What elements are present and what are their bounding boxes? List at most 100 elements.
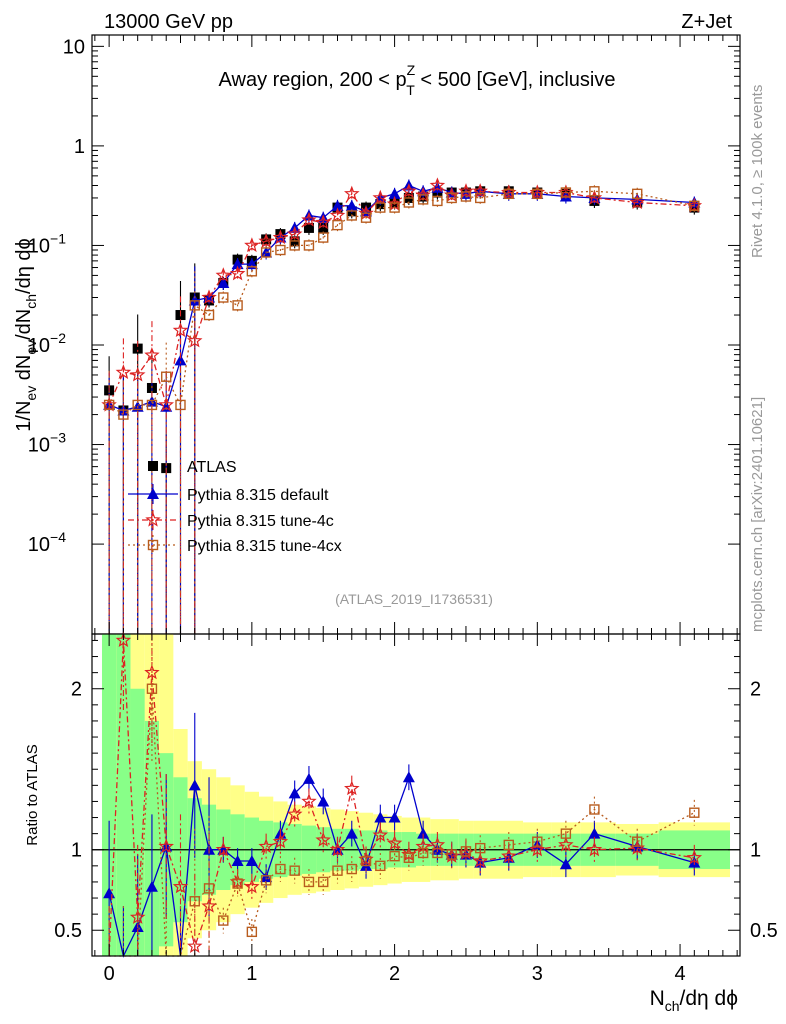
x-tick-label: 4 — [674, 963, 685, 985]
top-y-axis-label: 1/Nev dNev/dNch/dη dϕ — [13, 238, 39, 431]
xlabel-b: /dη dϕ — [680, 987, 738, 1010]
ratio-point — [375, 860, 386, 872]
ratio-point — [472, 852, 488, 868]
ratio-point — [245, 855, 258, 867]
ratio-y-tick-label-right: 0.5 — [750, 920, 778, 942]
ratio-point — [188, 779, 201, 791]
data-point — [203, 309, 215, 321]
ratio-point — [246, 926, 258, 938]
data-point — [332, 219, 343, 231]
ratio-y-tick-label-right: 2 — [750, 679, 761, 701]
data-point — [132, 399, 143, 411]
data-point — [146, 399, 158, 411]
data-point — [172, 322, 189, 338]
top-y-tick-exponent: −1 — [50, 230, 66, 246]
ratio-point — [589, 804, 600, 815]
ratio-point — [475, 842, 486, 854]
data-point — [218, 292, 229, 303]
data-point — [388, 187, 401, 199]
data-point — [460, 191, 472, 202]
main-panel-content — [101, 177, 703, 634]
ratio-point — [372, 827, 389, 842]
ratio-point — [286, 806, 303, 821]
legend-label: Pythia 8.315 default — [187, 487, 329, 504]
top-y-tick-exponent: −3 — [50, 430, 66, 446]
ratio-panel: 0 1 2 3 4 0.5 0.5 1 1 2 2 Ratio to ATLAS — [24, 632, 778, 985]
ratio-point — [301, 793, 317, 809]
data-point — [289, 240, 300, 251]
legend-label: Pythia 8.315 tune-4c — [187, 513, 334, 530]
data-point — [417, 194, 429, 205]
x-tick-label: 0 — [104, 963, 115, 985]
ratio-point — [129, 909, 146, 924]
series-line-3 — [108, 190, 695, 416]
header-right: Z+Jet — [681, 11, 732, 33]
top-ylabel-c: /dN — [13, 309, 35, 340]
ratio-point — [460, 846, 472, 857]
data-point — [329, 207, 346, 223]
mcplots-label: mcplots.cern.ch [arXiv:2401.10621] — [749, 397, 766, 632]
legend-marker — [147, 488, 159, 499]
ratio-point — [415, 838, 431, 854]
ratio-point — [231, 855, 244, 867]
x-axis-label: Nch/dη dϕ — [650, 987, 738, 1014]
ratio-point — [501, 848, 517, 863]
data-point — [318, 232, 329, 243]
ratio-point — [203, 883, 215, 894]
ratio-y-tick-label: 2 — [71, 679, 82, 701]
data-point — [132, 343, 143, 354]
data-point — [201, 289, 217, 305]
ratio-point — [417, 847, 429, 859]
data-point — [260, 247, 272, 258]
data-point — [275, 244, 286, 256]
ratio-point — [689, 807, 700, 818]
ratio-panel-axis: 0 1 2 3 4 0.5 0.5 1 1 2 2 — [54, 634, 778, 985]
data-point — [360, 212, 372, 223]
data-point — [303, 222, 314, 233]
ratio-point — [429, 836, 446, 852]
data-point — [144, 347, 160, 362]
data-point — [372, 189, 389, 205]
ratio-point — [388, 811, 401, 823]
data-point — [345, 199, 358, 211]
ratio-panel-frame — [91, 633, 741, 957]
x-tick-label: 1 — [246, 963, 257, 985]
data-point — [215, 267, 232, 283]
legend: ATLAS Pythia 8.315 default Pythia 8.315 tu… — [128, 459, 342, 555]
data-point — [589, 186, 600, 197]
ratio-point — [344, 780, 360, 796]
legend-marker — [145, 511, 161, 527]
ratio-point — [632, 836, 643, 847]
data-point — [286, 225, 303, 241]
ratio-point — [432, 847, 443, 859]
ratio-point — [560, 828, 572, 839]
data-point — [301, 211, 317, 227]
data-point — [244, 237, 260, 253]
rivet-label: Rivet 4.1.0, ≥ 100k events — [749, 85, 766, 258]
data-point — [229, 265, 246, 281]
data-point — [401, 183, 417, 198]
data-point — [161, 371, 172, 382]
ratio-point — [244, 878, 260, 894]
ratio-y-tick-label: 0.5 — [54, 920, 82, 942]
data-point — [375, 202, 386, 213]
ratio-point — [402, 771, 415, 783]
data-point — [272, 229, 289, 245]
data-point — [118, 409, 129, 420]
ratio-line-3 — [109, 688, 695, 957]
data-point — [175, 399, 186, 411]
top-y-tick-label: 10 — [63, 36, 85, 58]
ratio-point — [272, 833, 289, 849]
ratio-point — [588, 827, 601, 839]
top-ylabel-sub2: ev — [23, 340, 39, 355]
top-y-tick-label: 1 — [74, 136, 85, 158]
title-main: Away region, 200 < p — [219, 69, 407, 91]
data-point — [358, 205, 374, 220]
top-ylabel-a: 1/N — [13, 401, 35, 432]
top-ylabel-d: /dη dϕ — [13, 238, 35, 294]
ratio-point — [345, 827, 358, 839]
header-left: 13000 GeV pp — [104, 11, 233, 33]
data-point — [258, 233, 274, 248]
data-point — [446, 192, 457, 204]
